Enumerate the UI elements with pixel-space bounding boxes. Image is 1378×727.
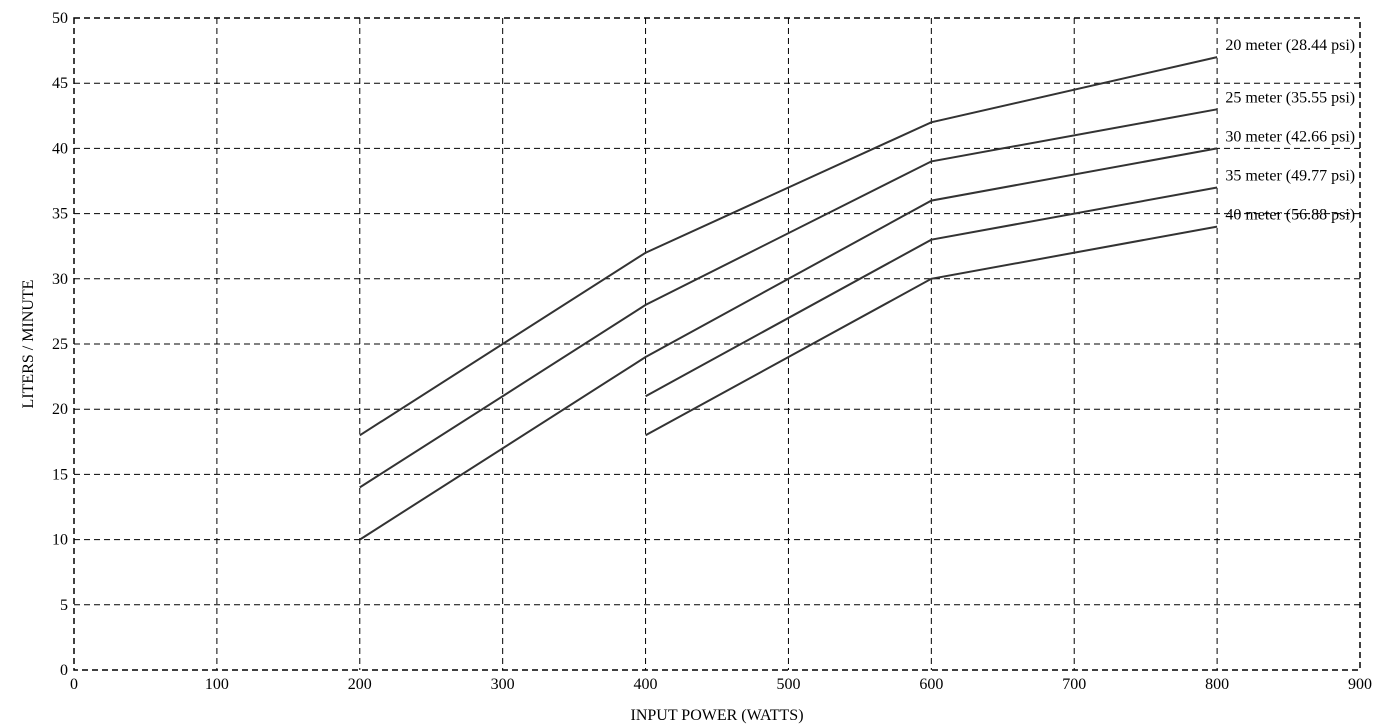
x-tick-label: 200: [348, 676, 372, 693]
series-label: 20 meter (28.44 psi): [1225, 37, 1355, 54]
x-tick-label: 100: [205, 676, 229, 693]
y-axis-label: LITERS / MINUTE: [20, 280, 37, 409]
plot-frame: [73, 17, 1361, 671]
series-label: 35 meter (49.77 psi): [1225, 168, 1355, 185]
x-tick-label: 900: [1348, 676, 1372, 693]
x-tick-label: 800: [1205, 676, 1229, 693]
series-lines: [359, 56, 1218, 541]
series-line: [359, 108, 1218, 489]
series-line: [359, 56, 1218, 437]
x-tick-label: 400: [634, 676, 658, 693]
series-label: 30 meter (42.66 psi): [1225, 128, 1355, 145]
y-tick-label: 5: [60, 597, 68, 614]
y-tick-labels: 0 5 10 15 20 25 30 35 40 45 50: [52, 10, 68, 679]
series-label: 40 meter (56.88 psi): [1225, 207, 1355, 224]
x-tick-label: 0: [70, 676, 78, 693]
y-tick-label: 0: [60, 662, 68, 679]
y-tick-label: 45: [52, 75, 68, 92]
x-tick-label: 700: [1062, 676, 1086, 693]
y-tick-label: 35: [52, 206, 68, 223]
x-tick-label: 600: [919, 676, 943, 693]
series-line: [359, 147, 1218, 541]
series-line: [645, 225, 1218, 437]
series-label: 25 meter (35.55 psi): [1225, 89, 1355, 106]
y-tick-label: 25: [52, 336, 68, 353]
series-line: [645, 186, 1218, 398]
y-tick-label: 10: [52, 532, 68, 549]
x-axis-label: INPUT POWER (WATTS): [630, 707, 803, 724]
y-tick-label: 20: [52, 401, 68, 418]
y-tick-label: 15: [52, 466, 68, 483]
x-tick-label: 300: [491, 676, 515, 693]
x-tick-label: 500: [776, 676, 800, 693]
x-tick-labels: 0 100 200 300 400 500 600 700 800 900: [70, 676, 1372, 693]
y-tick-label: 30: [52, 271, 68, 288]
y-tick-label: 50: [52, 10, 68, 27]
grid: [74, 18, 1360, 670]
series-labels: 20 meter (28.44 psi) 25 meter (35.55 psi)…: [1225, 37, 1355, 224]
y-tick-label: 40: [52, 140, 68, 157]
